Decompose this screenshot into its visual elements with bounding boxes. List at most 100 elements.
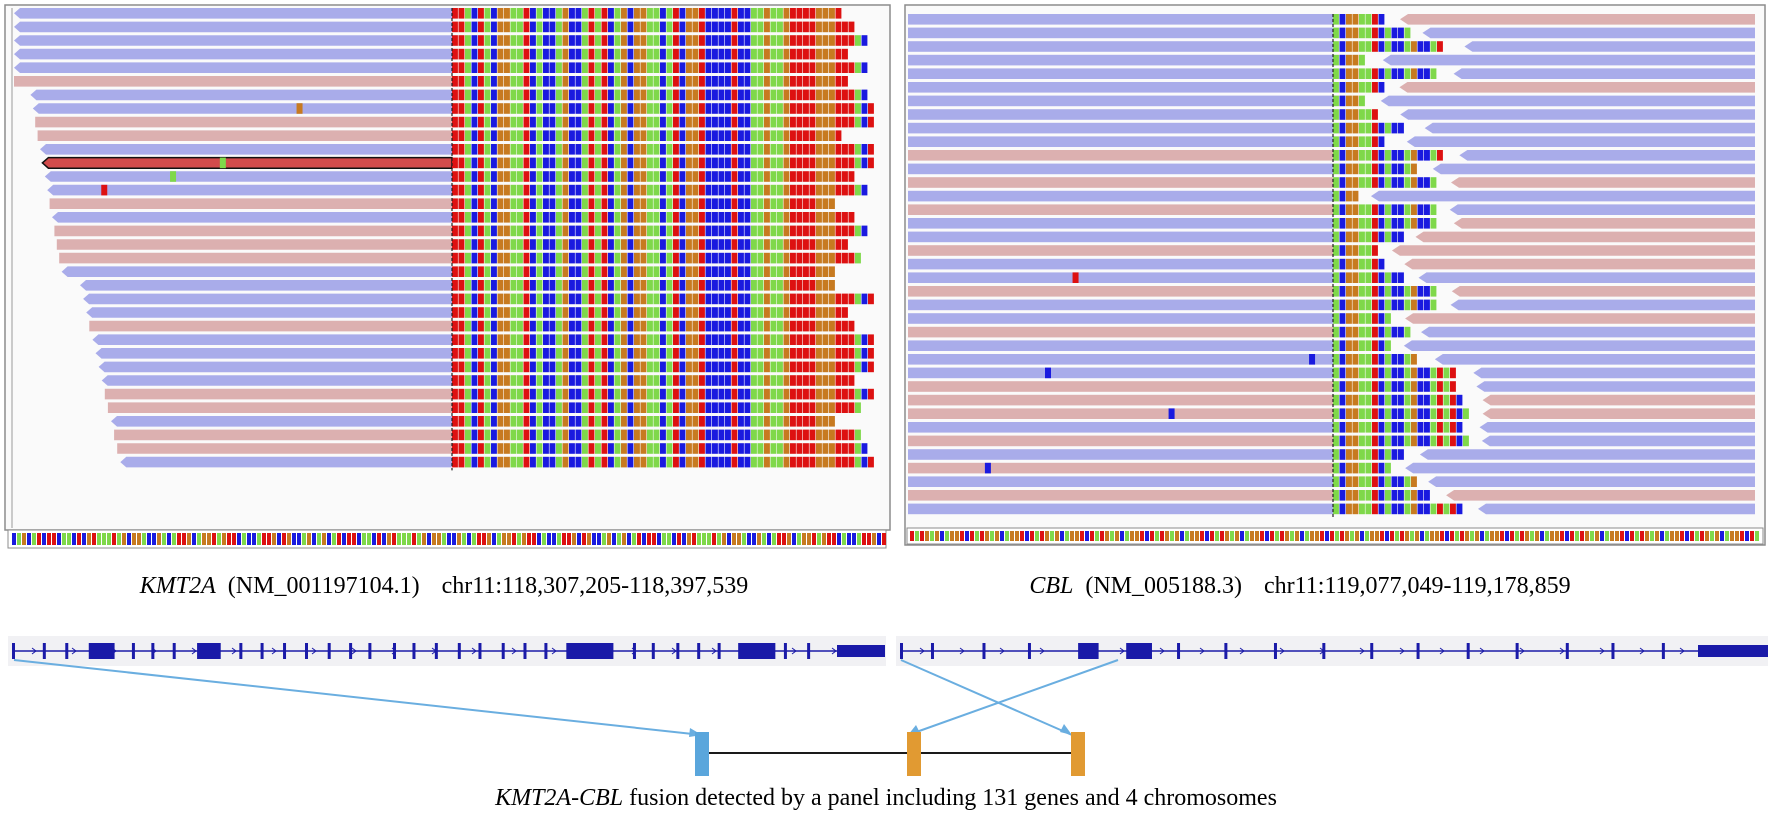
soft-clipped-base <box>1398 163 1404 175</box>
reference-base <box>822 533 826 545</box>
soft-clipped-base <box>796 62 803 73</box>
soft-clipped-base <box>1372 14 1378 25</box>
soft-clipped-base <box>718 35 725 46</box>
soft-clipped-base <box>491 334 497 345</box>
soft-clipped-base <box>614 402 621 413</box>
soft-clipped-base <box>634 144 640 155</box>
soft-clipped-base <box>484 62 491 73</box>
aligned-read <box>117 443 452 454</box>
soft-clipped-base <box>679 130 686 141</box>
soft-clipped-base <box>822 239 829 250</box>
mate-read <box>1419 449 1755 460</box>
soft-clipped-base <box>1359 367 1365 379</box>
reference-base <box>1145 531 1149 541</box>
reference-base <box>507 533 511 545</box>
soft-clipped-base <box>751 21 757 33</box>
soft-clipped-base <box>491 144 497 155</box>
soft-clipped-base <box>764 402 770 413</box>
soft-clipped-base <box>478 293 484 305</box>
soft-clipped-base <box>1352 177 1359 188</box>
soft-clipped-base <box>705 334 712 345</box>
soft-clipped-base <box>569 171 575 182</box>
soft-clipped-base <box>686 402 692 413</box>
exon <box>197 643 221 659</box>
soft-clipped-base <box>666 280 673 291</box>
soft-clipped-base <box>822 198 829 209</box>
reference-base <box>67 533 71 545</box>
soft-clipped-base <box>582 171 588 182</box>
soft-clipped-base <box>699 388 705 400</box>
soft-clipped-base <box>790 361 796 373</box>
soft-clipped-base <box>621 429 627 441</box>
soft-clipped-base <box>452 62 458 73</box>
reference-base <box>837 533 841 545</box>
soft-clipped-base <box>796 130 803 141</box>
soft-clipped-base <box>666 89 673 101</box>
soft-clipped-base <box>556 157 562 169</box>
soft-clipped-base <box>796 116 803 128</box>
soft-clipped-base <box>783 76 790 87</box>
mate-read <box>1380 95 1755 107</box>
soft-clipped-base <box>653 198 660 209</box>
reference-base <box>777 533 781 545</box>
soft-clipped-base <box>504 293 510 305</box>
reference-base <box>925 531 929 541</box>
soft-clipped-base <box>835 157 842 169</box>
reference-base <box>1630 531 1634 541</box>
soft-clipped-base <box>556 320 562 332</box>
reference-base <box>842 533 846 545</box>
soft-clipped-base <box>1443 367 1450 379</box>
soft-clipped-base <box>816 402 822 413</box>
soft-clipped-base <box>1352 476 1359 487</box>
soft-clipped-base <box>530 320 536 332</box>
soft-clipped-base <box>777 171 783 182</box>
soft-clipped-base <box>627 198 634 209</box>
soft-clipped-base <box>757 21 764 33</box>
soft-clipped-base <box>491 116 497 128</box>
soft-clipped-base <box>1411 299 1417 311</box>
soft-clipped-base <box>673 334 679 345</box>
soft-clipped-base <box>1352 286 1359 297</box>
soft-clipped-base <box>595 443 601 454</box>
soft-clipped-base <box>1398 422 1404 433</box>
soft-clipped-base <box>1411 490 1417 501</box>
soft-clipped-base <box>562 171 569 182</box>
soft-clipped-base <box>1378 449 1385 460</box>
soft-clipped-base <box>868 456 874 468</box>
soft-clipped-base <box>829 184 835 196</box>
soft-clipped-base <box>1346 408 1352 419</box>
soft-clipped-base <box>1411 204 1417 215</box>
soft-clipped-base <box>744 402 751 413</box>
soft-clipped-base <box>1359 490 1365 501</box>
reference-base <box>452 533 456 545</box>
soft-clipped-base <box>751 62 757 73</box>
soft-clipped-base <box>660 416 666 427</box>
soft-clipped-base <box>679 184 686 196</box>
strand-arrow <box>1039 647 1045 655</box>
soft-clipped-base <box>829 35 835 46</box>
soft-clipped-base <box>686 429 692 441</box>
soft-clipped-base <box>666 21 673 33</box>
aligned-read <box>908 422 1333 433</box>
soft-clipped-base <box>588 307 595 318</box>
reference-base <box>277 533 281 545</box>
soft-clipped-base <box>627 252 634 264</box>
soft-clipped-base <box>614 334 621 345</box>
soft-clipped-base <box>627 35 634 46</box>
soft-clipped-base <box>848 35 855 46</box>
exon <box>930 643 934 659</box>
soft-clipped-base <box>1404 163 1411 175</box>
soft-clipped-base <box>686 35 692 46</box>
soft-clipped-base <box>614 212 621 223</box>
soft-clipped-base <box>601 48 608 60</box>
soft-clipped-base <box>1339 272 1346 283</box>
soft-clipped-base <box>601 388 608 400</box>
exon <box>697 643 701 659</box>
mate-read <box>1400 14 1755 25</box>
reference-base <box>792 533 796 545</box>
soft-clipped-base <box>829 144 835 155</box>
soft-clipped-base <box>712 130 718 141</box>
soft-clipped-base <box>757 48 764 60</box>
soft-clipped-base <box>679 402 686 413</box>
soft-clipped-base <box>484 171 491 182</box>
